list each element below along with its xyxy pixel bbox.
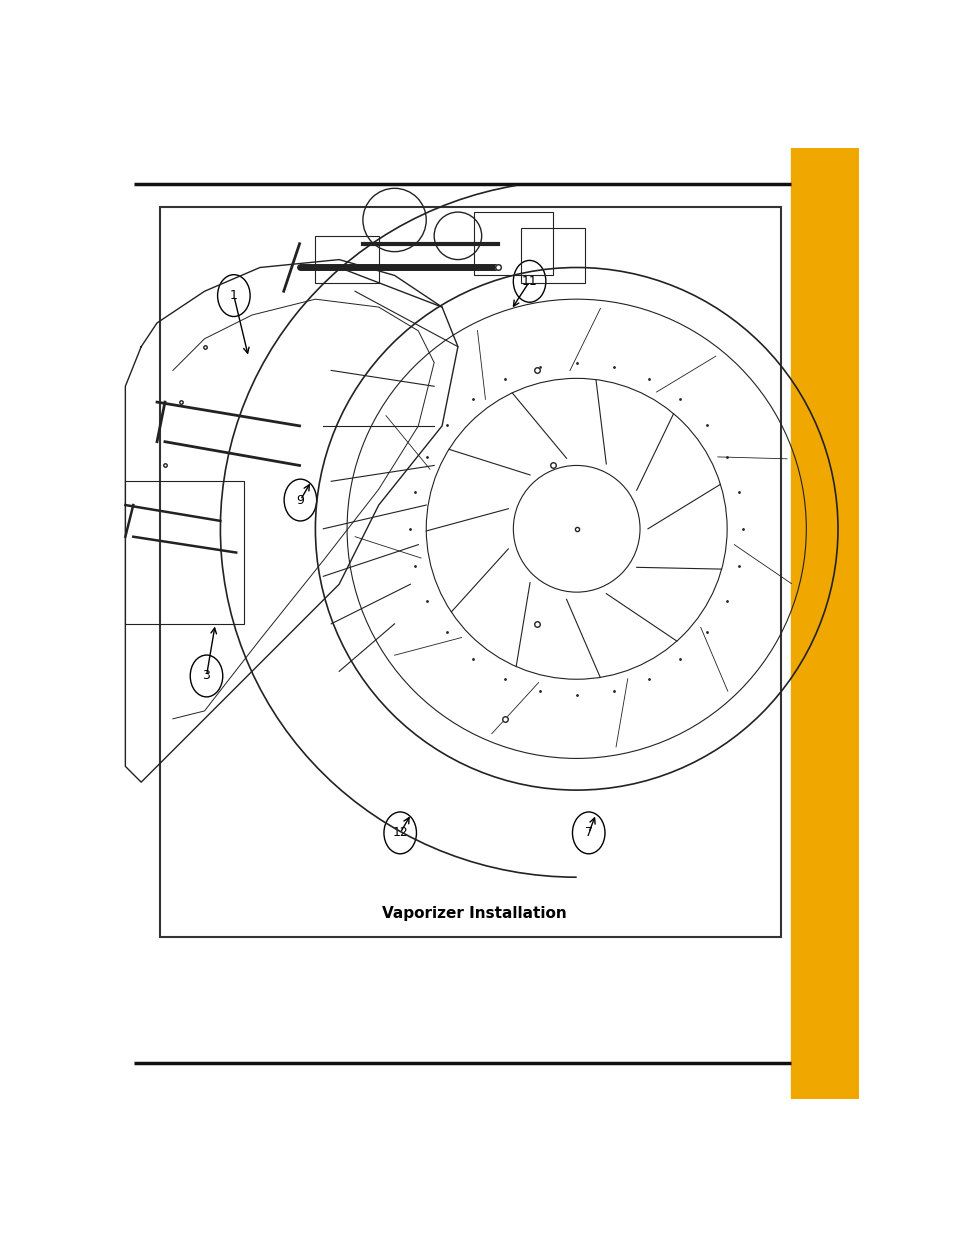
Text: 11: 11 xyxy=(521,275,537,288)
Bar xyxy=(790,148,858,1099)
Bar xyxy=(160,207,781,937)
Bar xyxy=(520,228,584,283)
Bar xyxy=(315,236,378,283)
Bar xyxy=(125,482,244,624)
Text: 3: 3 xyxy=(202,669,211,683)
Text: 7: 7 xyxy=(584,826,592,840)
Text: 1: 1 xyxy=(230,289,237,303)
Text: 9: 9 xyxy=(296,494,304,506)
Text: 12: 12 xyxy=(392,826,408,840)
Bar xyxy=(474,212,553,275)
Text: Vaporizer Installation: Vaporizer Installation xyxy=(381,906,566,921)
